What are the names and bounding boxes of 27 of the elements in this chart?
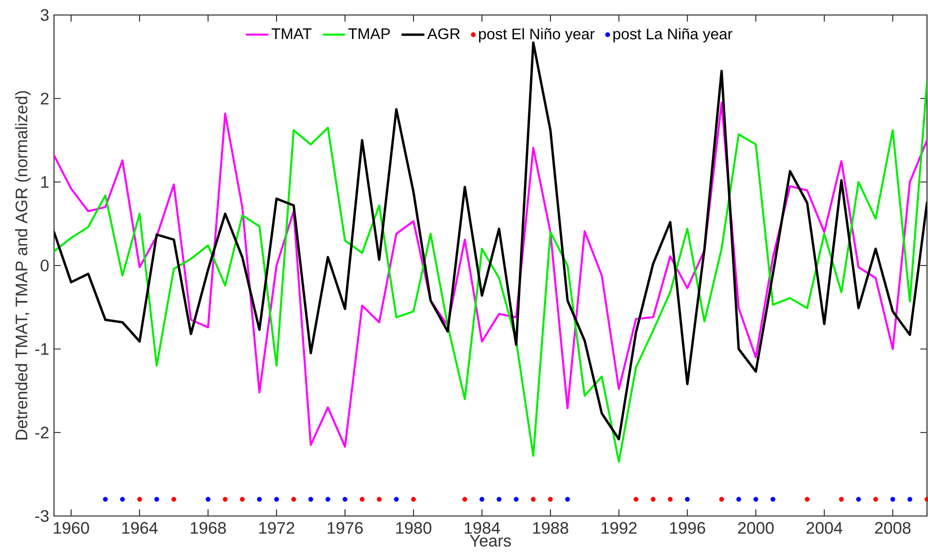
- y-tick-label: 3: [40, 9, 49, 21]
- legend-label: post La Niña year: [613, 28, 732, 42]
- y-tick-label: 0: [40, 260, 49, 272]
- y-tick-label: -1: [35, 343, 48, 355]
- x-tick-label: 1960: [54, 522, 90, 534]
- x-tick-label: 1968: [190, 522, 226, 534]
- x-tick-label: 1972: [259, 522, 294, 534]
- x-tick-label: 2008: [875, 522, 911, 534]
- legend-label: post El Niño year: [479, 28, 595, 42]
- legend-label: TMAT: [272, 28, 312, 39]
- legend-label: TMAP: [348, 28, 390, 39]
- y-axis-title: Detrended TMAT, TMAP and AGR (normalized): [15, 91, 31, 440]
- x-tick-label: 2000: [738, 522, 774, 534]
- y-tick-label: -2: [35, 426, 48, 438]
- x-tick-label: 1992: [602, 522, 637, 534]
- x-axis-title: Years: [470, 534, 511, 547]
- x-tick-label: 1976: [328, 522, 363, 534]
- x-tick-label: 1984: [464, 522, 500, 534]
- y-tick-label: -3: [35, 510, 49, 522]
- x-tick-label: 1964: [122, 522, 158, 534]
- legend-label: AGR: [427, 28, 460, 40]
- x-tick-label: 1980: [396, 522, 432, 534]
- x-tick-label: 1988: [533, 522, 568, 534]
- x-tick-label: 1996: [670, 522, 706, 534]
- x-tick-label: 2004: [806, 522, 842, 534]
- y-tick-label: 1: [41, 176, 48, 188]
- y-tick-label: 2: [40, 92, 48, 104]
